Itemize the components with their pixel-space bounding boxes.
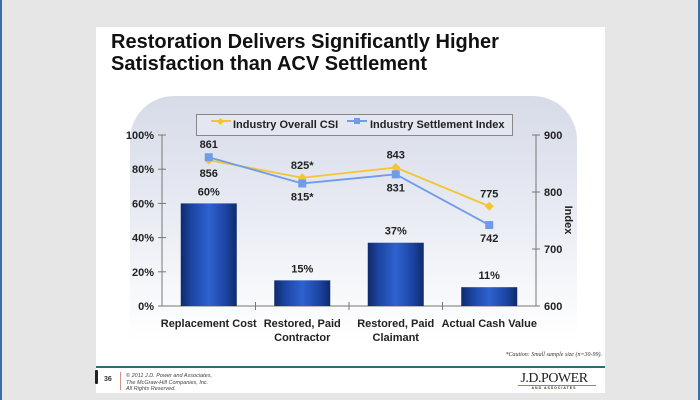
right-axis-tick-label: 700 — [544, 244, 562, 256]
settlement-value-label: 815* — [291, 191, 314, 203]
csi-value-label: 825* — [291, 160, 314, 172]
category-label: Claimant — [373, 332, 420, 344]
settlement-point — [485, 221, 494, 230]
category-label: Replacement Cost — [161, 318, 257, 330]
category-label: Actual Cash Value — [442, 318, 537, 330]
copyright-line: © 2011 J.D. Power and Associates, — [126, 373, 212, 379]
left-axis-tick-label: 80% — [132, 164, 154, 176]
window-edge-right — [698, 0, 700, 400]
category-label: Restored, Paid — [357, 318, 434, 330]
settlement-value-label: 831 — [387, 182, 405, 194]
category-label: Contractor — [274, 332, 331, 344]
settlement-value-label: 861 — [200, 139, 218, 151]
diamond-marker-icon — [216, 117, 225, 125]
settlement-value-label: 742 — [480, 233, 498, 245]
bar-value-label: 11% — [479, 270, 501, 282]
logo-text: J.D.POWER — [520, 371, 588, 386]
category-label: Restored, Paid — [264, 318, 341, 330]
csi-value-label: 843 — [387, 149, 405, 161]
legend-csi-swatch — [211, 117, 231, 125]
right-axis-title: Index — [562, 206, 574, 236]
left-axis-tick-label: 60% — [132, 198, 154, 210]
bar — [180, 203, 237, 306]
bar-value-label: 37% — [385, 226, 407, 238]
settlement-line — [208, 156, 490, 226]
copyright: © 2011 J.D. Power and Associates, The Mc… — [126, 373, 212, 393]
slide-marker — [95, 370, 98, 384]
logo-underline — [518, 385, 596, 386]
bar — [461, 287, 518, 306]
legend-settlement-label: Industry Settlement Index — [370, 119, 505, 131]
bar — [367, 242, 424, 306]
right-axis-tick-label: 800 — [544, 187, 562, 199]
page-number: 36 — [104, 376, 112, 383]
csi-point — [484, 201, 494, 211]
footer-rule — [96, 366, 605, 368]
legend: Industry Overall CSI Industry Settlement… — [196, 114, 513, 136]
title-line-1: Restoration Delivers Significantly Highe… — [111, 31, 499, 53]
settlement-point — [204, 153, 213, 162]
legend-csi-label: Industry Overall CSI — [233, 119, 339, 131]
caution-note: *Caution: Small sample size (n=30-99). — [505, 352, 602, 358]
settlement-point — [391, 170, 400, 179]
left-axis-tick-label: 100% — [126, 130, 154, 142]
bar — [274, 280, 331, 306]
left-axis-tick-label: 0% — [138, 301, 154, 313]
bar-value-label: 60% — [198, 186, 220, 198]
legend-settlement-swatch — [347, 118, 367, 124]
title-line-2: Satisfaction than ACV Settlement — [111, 53, 427, 75]
slide-title: Restoration Delivers Significantly Highe… — [111, 31, 591, 75]
bar-value-label: 15% — [291, 263, 313, 275]
left-axis-tick-label: 40% — [132, 233, 154, 245]
window-edge-left — [0, 0, 2, 400]
copyright-line: The McGraw-Hill Companies, Inc. — [126, 379, 209, 386]
csi-value-label: 775 — [480, 188, 498, 200]
csi-value-label: 856 — [200, 168, 218, 180]
logo-subtext: AND ASSOCIATES — [531, 386, 577, 390]
copyright-line: All Rights Reserved. — [126, 386, 176, 392]
right-axis-tick-label: 900 — [544, 130, 562, 142]
jd-power-logo: J.D.POWER AND ASSOCIATES — [508, 372, 600, 392]
settlement-point — [298, 179, 307, 188]
square-marker-icon — [354, 118, 360, 124]
left-axis-tick-label: 20% — [132, 267, 154, 279]
csi-line — [208, 159, 490, 208]
right-axis-tick-label: 600 — [544, 301, 562, 313]
footer-divider — [120, 372, 121, 390]
